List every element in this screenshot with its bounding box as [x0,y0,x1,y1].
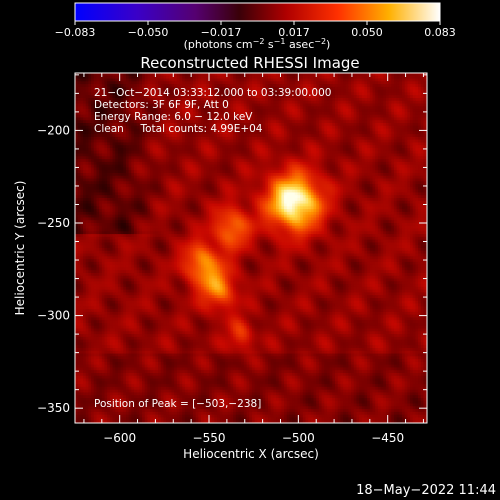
heatmap-cell [429,117,432,120]
heatmap-cell [429,142,432,145]
heatmap-cell [429,126,432,129]
heatmap-cell [429,120,432,123]
heatmap-cell [429,76,432,79]
heatmap-cell [429,151,432,154]
heatmap-cell [429,101,432,104]
heatmap-cell [429,131,432,134]
heatmap-cell [429,92,432,95]
heatmap-cell [429,90,432,93]
heatmap-cell [429,98,432,101]
heatmap-cell [429,87,432,90]
heatmap-cell [429,109,432,112]
heatmap-cell [429,159,432,162]
heatmap-cell [429,134,432,137]
colorbar-tick-label: 0.050 [351,26,383,39]
colorbar-tick-label: 0.083 [424,26,456,39]
heatmap-cell [429,123,432,126]
chart-title: Reconstructed RHESSI Image [140,54,359,72]
heatmap-cell [429,137,432,140]
heatmap-cell [429,112,432,115]
heatmap-cell [429,148,432,151]
heatmap-cell [429,106,432,109]
heatmap-cell [429,140,432,143]
colorbar-gradient [75,3,440,21]
heatmap-cell [429,79,432,82]
heatmap-cell [429,95,432,98]
heatmap-cell [429,104,432,107]
colorbar-label: (photons cm−2 s−1 asec−2) [184,37,331,51]
colorbar: −0.083 −0.050 −0.017 0.017 0.050 0.083 (photo… [55,3,456,51]
colorbar-tick-label: −0.050 [128,26,169,39]
heatmap-cell [429,84,432,87]
heatmap-cell [429,162,432,165]
colorbar-tick-label: −0.083 [55,26,96,39]
heatmap-cell [429,73,432,76]
heatmap-cell [429,145,432,148]
heatmap-cell [429,156,432,159]
heatmap-cell [429,115,432,118]
heatmap-cell [429,129,432,132]
heatmap-cell [429,154,432,157]
heatmap-cell [429,81,432,84]
